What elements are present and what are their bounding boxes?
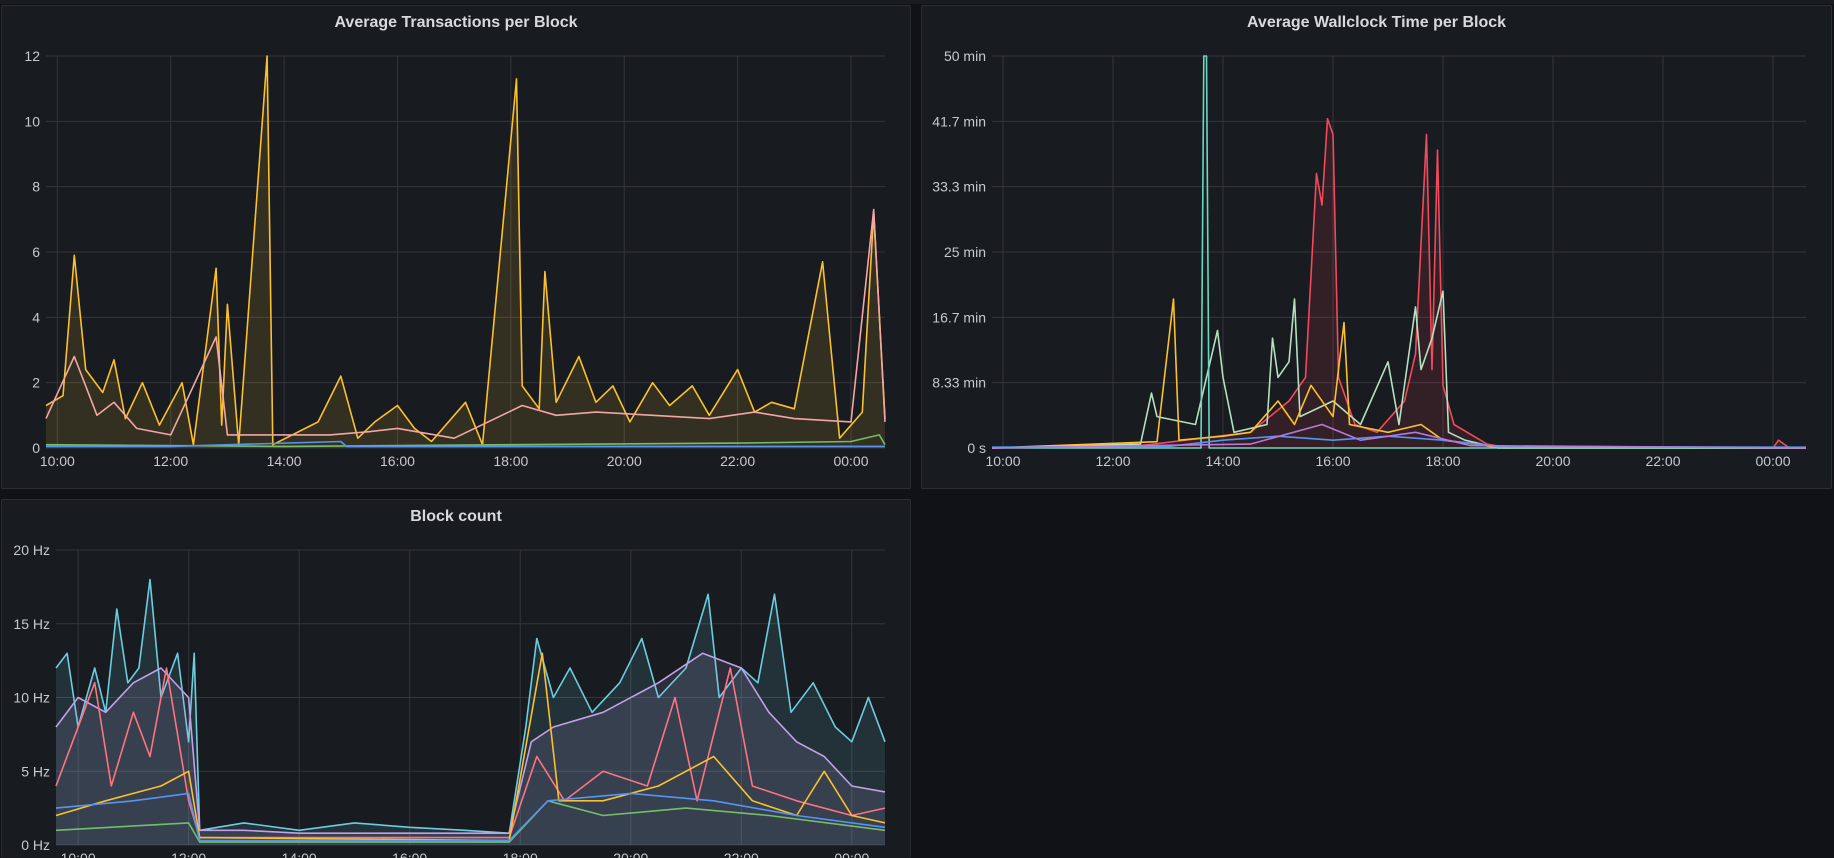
panel-block-count[interactable]: Block count 0 Hz 5 Hz 10 Hz 15 Hz 20 Hz 10:00… <box>1 499 911 858</box>
series-4-line[interactable] <box>992 55 1806 449</box>
y-tick-label: 50 min <box>944 48 986 64</box>
x-tick-label: 20:00 <box>1535 453 1570 469</box>
block-count-chart[interactable]: 0 Hz 5 Hz 10 Hz 15 Hz 20 Hz 10:00 12:00 14:00 16… <box>2 500 911 858</box>
x-tick-label: 12:00 <box>171 850 206 858</box>
y-tick-label: 0 Hz <box>21 837 50 853</box>
x-tick-label: 18:00 <box>503 850 538 858</box>
x-tick-label: 00:00 <box>833 453 868 469</box>
x-tick-label: 00:00 <box>1755 453 1790 469</box>
y-tick-label: 41.7 min <box>932 113 986 129</box>
y-tick-label: 0 <box>32 440 40 456</box>
series-1-area <box>46 56 885 448</box>
x-tick-label: 22:00 <box>720 453 755 469</box>
x-tick-label: 20:00 <box>607 453 642 469</box>
wallclock-chart[interactable]: 0 s 8.33 min 16.7 min 25 min 33.3 min 41.7 mi… <box>922 6 1832 489</box>
y-tick-label: 33.3 min <box>932 179 986 195</box>
series-2-line[interactable] <box>991 290 1806 449</box>
y-tick-label: 25 min <box>944 244 986 260</box>
x-tick-label: 20:00 <box>613 850 648 858</box>
series-2-line[interactable] <box>55 652 886 835</box>
series-1-area <box>992 118 1806 448</box>
series-6-line[interactable] <box>991 423 1807 449</box>
y-tick-label: 10 <box>24 113 40 129</box>
y-tick-label: 20 Hz <box>13 542 50 558</box>
x-tick-label: 14:00 <box>282 850 317 858</box>
y-tick-label: 0 s <box>967 440 986 456</box>
x-tick-label: 16:00 <box>1315 453 1350 469</box>
panel-average-transactions[interactable]: Average Transactions per Block 0 2 4 6 8 10 12… <box>1 5 911 489</box>
y-tick-label: 8 <box>32 179 40 195</box>
y-tick-label: 10 Hz <box>13 690 50 706</box>
series-3-line[interactable] <box>45 434 886 448</box>
y-tick-label: 6 <box>32 244 40 260</box>
x-tick-label: 14:00 <box>267 453 302 469</box>
series-1-line[interactable] <box>55 578 886 835</box>
x-tick-label: 00:00 <box>834 850 869 858</box>
series-4-line[interactable] <box>55 652 886 842</box>
x-tick-label: 10:00 <box>61 850 96 858</box>
panel-title[interactable]: Average Wallclock Time per Block <box>1246 14 1507 31</box>
series-6-line[interactable] <box>55 792 886 842</box>
y-tick-label: 4 <box>32 309 40 325</box>
x-tick-label: 18:00 <box>493 453 528 469</box>
x-tick-label: 18:00 <box>1425 453 1460 469</box>
y-tick-label: 5 Hz <box>21 763 50 779</box>
transactions-chart[interactable]: 0 2 4 6 8 10 12 10:00 12:00 14:00 16:00 18:00 20:00 2… <box>2 6 911 489</box>
panel-title[interactable]: Average Transactions per Block <box>334 14 578 31</box>
series-1-line[interactable] <box>45 55 886 446</box>
series-1-area <box>56 579 885 845</box>
x-tick-label: 12:00 <box>153 453 188 469</box>
panel-average-wallclock[interactable]: Average Wallclock Time per Block 0 s 8.33… <box>921 5 1832 489</box>
series-1-line[interactable] <box>991 117 1806 449</box>
x-tick-label: 22:00 <box>724 850 759 858</box>
x-tick-label: 10:00 <box>985 453 1020 469</box>
x-tick-label: 12:00 <box>1095 453 1130 469</box>
dashboard-top-edge <box>0 0 1834 4</box>
panel-title[interactable]: Block count <box>410 508 502 525</box>
x-tick-label: 16:00 <box>380 453 415 469</box>
y-tick-label: 2 <box>32 375 40 391</box>
y-tick-label: 15 Hz <box>13 616 50 632</box>
x-tick-label: 14:00 <box>1205 453 1240 469</box>
y-tick-label: 8.33 min <box>932 375 986 391</box>
series-4-line[interactable] <box>46 440 885 448</box>
y-tick-label: 16.7 min <box>932 309 986 325</box>
x-tick-label: 10:00 <box>40 453 75 469</box>
series-2-line[interactable] <box>45 208 886 440</box>
series-3-line[interactable] <box>55 667 886 839</box>
y-tick-label: 12 <box>24 48 40 64</box>
x-tick-label: 16:00 <box>392 850 427 858</box>
x-tick-label: 22:00 <box>1645 453 1680 469</box>
